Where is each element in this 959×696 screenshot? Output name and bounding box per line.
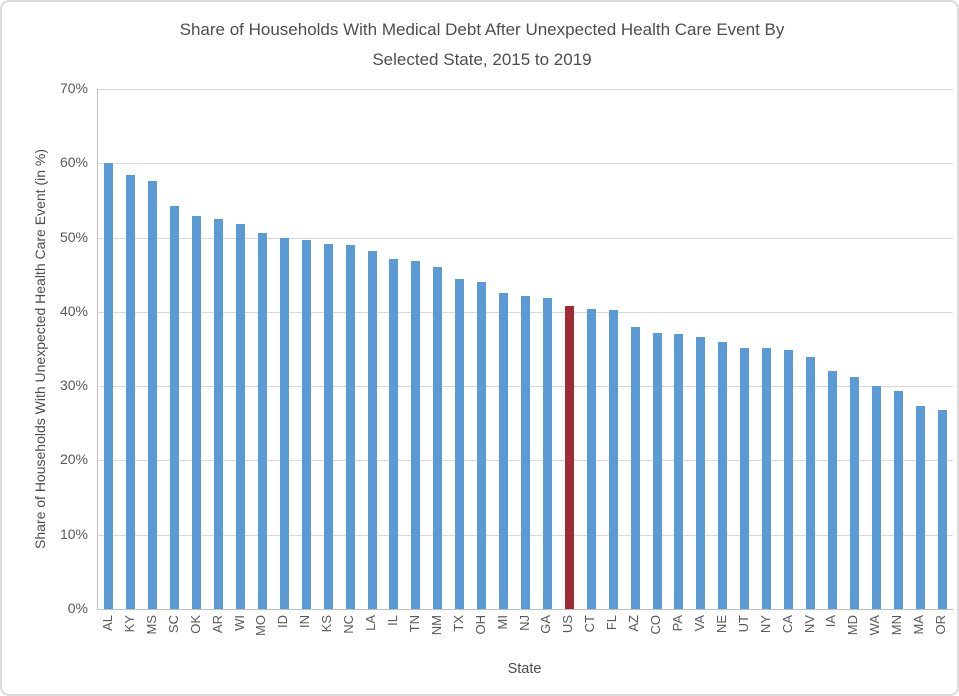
bar-MA: [915, 406, 925, 609]
x-tick-label-IL: IL: [384, 615, 400, 626]
x-tick-label-WI: WI: [231, 615, 247, 631]
y-tick-label-0: 0%: [67, 600, 88, 616]
x-tick-label-PA: PA: [669, 615, 685, 632]
x-axis-ticks: AL KY MS SC OK AR WI MO ID IN KS NC LA IL TN NM TX OH MI NJ…: [97, 610, 952, 656]
x-tick-label-MS: MS: [143, 615, 159, 635]
bar-MO: [257, 233, 267, 609]
x-tick-label-CT: CT: [582, 615, 598, 633]
bar-GA: [542, 297, 552, 609]
gridline-50: [98, 237, 953, 239]
y-tick-label-60: 60%: [59, 154, 88, 171]
x-tick-label-KY: KY: [121, 615, 137, 633]
x-tick-label-MN: MN: [889, 615, 905, 636]
x-tick-label-OK: OK: [187, 615, 203, 634]
x-tick-label-TX: TX: [450, 615, 466, 632]
x-tick-label-CO: CO: [648, 615, 664, 635]
bar-LA: [367, 250, 377, 609]
bar-MI: [499, 293, 509, 609]
x-tick-label-UT: UT: [735, 615, 751, 633]
x-tick-label-OH: OH: [472, 615, 488, 635]
bar-NJ: [521, 295, 530, 609]
x-tick-label-AR: AR: [209, 615, 225, 634]
x-tick-label-OR: OR: [933, 615, 949, 635]
x-tick-label-IN: IN: [297, 615, 313, 628]
bar-CA: [784, 349, 794, 609]
x-tick-label-MO: MO: [253, 615, 269, 636]
x-tick-label-NE: NE: [713, 615, 729, 634]
bar-VA: [696, 337, 706, 609]
x-tick-label-VA: VA: [691, 615, 707, 632]
bar-TN: [411, 261, 421, 609]
bar-US: [564, 305, 574, 609]
gridline-60: [98, 163, 953, 165]
bar-OR: [937, 409, 947, 609]
x-tick-label-MI: MI: [494, 615, 510, 630]
bar-MS: [148, 181, 158, 609]
x-tick-label-LA: LA: [363, 615, 379, 631]
bar-NM: [433, 266, 443, 609]
bar-NE: [718, 342, 728, 609]
x-tick-label-AZ: AZ: [626, 615, 642, 632]
bar-WI: [236, 224, 245, 609]
x-tick-label-IA: IA: [823, 615, 839, 628]
x-tick-label-WA: WA: [867, 615, 883, 636]
bar-CO: [652, 333, 662, 609]
x-tick-label-GA: GA: [538, 615, 554, 634]
bar-UT: [740, 347, 750, 609]
gridline-70: [98, 89, 953, 90]
bar-IL: [389, 259, 399, 609]
chart-title: Share of Households With Medical Debt Af…: [42, 15, 922, 75]
bar-KY: [126, 175, 136, 609]
bar-MD: [849, 376, 859, 609]
x-tick-label-NM: NM: [428, 615, 444, 636]
bar-IN: [301, 239, 311, 609]
bar-KS: [323, 243, 333, 609]
y-tick-label-10: 10%: [59, 525, 88, 542]
x-tick-label-NC: NC: [341, 615, 357, 634]
x-tick-label-US: US: [560, 615, 576, 634]
x-tick-label-FL: FL: [604, 615, 620, 631]
bar-PA: [674, 334, 684, 609]
bar-IA: [827, 371, 837, 609]
bar-NV: [806, 357, 815, 609]
y-tick-label-30: 30%: [59, 377, 88, 394]
bar-AL: [104, 163, 114, 609]
plot-area: [97, 89, 953, 610]
x-tick-label-CA: CA: [779, 615, 795, 634]
bar-NY: [762, 348, 772, 609]
x-tick-label-NV: NV: [801, 615, 817, 634]
bar-OK: [192, 216, 202, 609]
chart-title-line2: Selected State, 2015 to 2019: [372, 50, 592, 69]
bar-ID: [279, 237, 289, 609]
x-tick-label-NJ: NJ: [516, 615, 532, 631]
x-tick-label-KS: KS: [319, 615, 335, 633]
y-tick-label-20: 20%: [59, 451, 88, 468]
x-axis-title: State: [507, 661, 542, 677]
bar-OH: [477, 282, 487, 609]
bar-AR: [214, 219, 224, 609]
x-tick-label-AL: AL: [99, 615, 115, 631]
x-tick-label-MD: MD: [845, 615, 861, 636]
x-tick-label-TN: TN: [406, 615, 422, 633]
bar-SC: [170, 206, 180, 609]
chart-title-line1: Share of Households With Medical Debt Af…: [179, 20, 785, 39]
y-tick-label-50: 50%: [59, 228, 88, 245]
x-tick-label-NY: NY: [757, 615, 773, 634]
y-tick-label-40: 40%: [59, 302, 88, 319]
x-tick-label-MA: MA: [911, 615, 927, 635]
bar-WA: [871, 386, 881, 609]
bar-MN: [893, 390, 903, 609]
y-tick-label-70: 70%: [59, 80, 88, 96]
bar-CT: [586, 308, 596, 609]
bar-NC: [345, 245, 355, 609]
bar-FL: [608, 310, 618, 609]
bar-TX: [455, 279, 465, 609]
x-tick-label-ID: ID: [275, 615, 291, 628]
x-tick-label-SC: SC: [165, 615, 181, 634]
bar-AZ: [630, 326, 640, 609]
